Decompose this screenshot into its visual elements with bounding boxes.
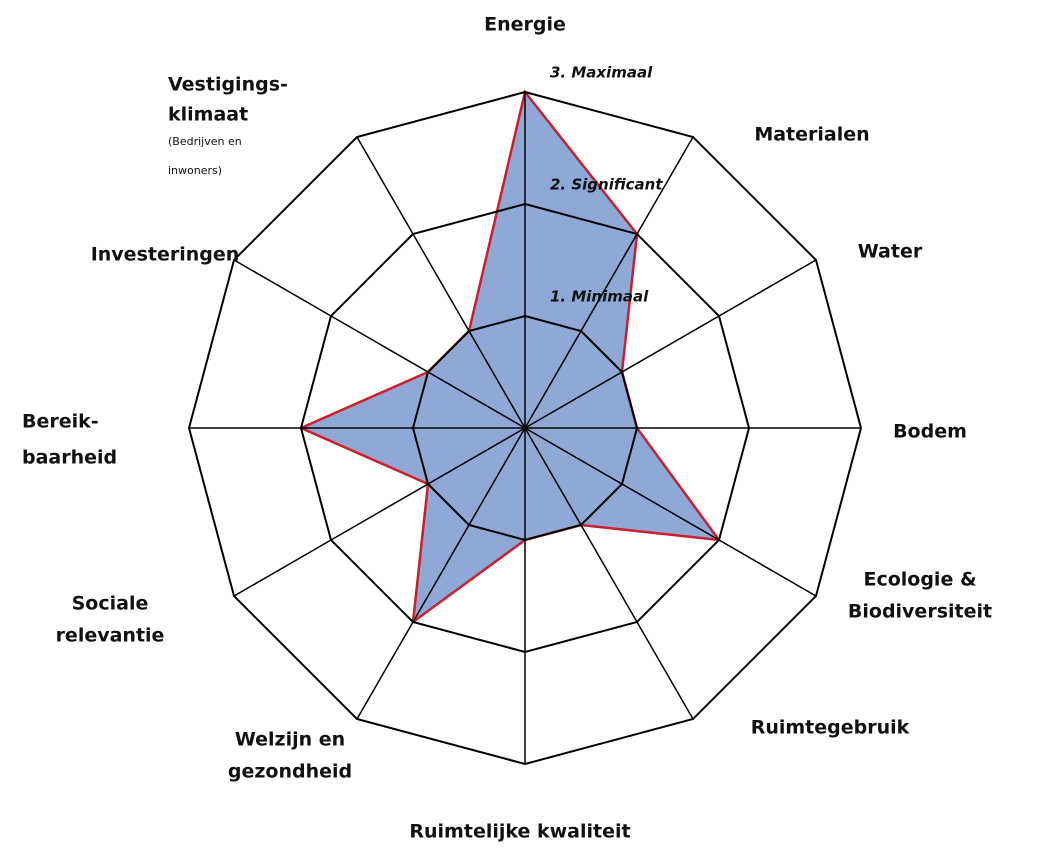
spoke: [524, 136, 694, 429]
category-label: Bodem: [893, 421, 967, 443]
spoke: [524, 427, 817, 597]
category-label: Sociale: [72, 593, 149, 615]
r-tick-label: 1. Minimaal: [550, 288, 649, 306]
radar-area: [297, 89, 722, 625]
spoke: [524, 259, 817, 429]
category-label: klimaat: [168, 104, 248, 126]
category-label: Investeringen: [91, 244, 240, 266]
category-label: Bereik-: [22, 411, 99, 433]
category-label: Water: [858, 241, 923, 263]
category-label: Ecologie &: [863, 569, 976, 591]
category-label: Ruimtegebruik: [751, 717, 910, 739]
category-label: Ruimtelijke kwaliteit: [409, 821, 630, 843]
category-label: Biodiversiteit: [848, 601, 992, 623]
spoke: [233, 427, 526, 597]
category-label: baarheid: [22, 447, 117, 469]
annotation: inwoners): [168, 164, 222, 177]
category-label: Vestigings-: [168, 74, 288, 96]
spoke: [233, 259, 526, 429]
category-label: gezondheid: [228, 761, 352, 783]
category-label: Energie: [484, 14, 566, 36]
category-label: Materialen: [754, 124, 869, 146]
spoke: [356, 427, 526, 720]
annotation: (Bedrijven en: [168, 135, 242, 148]
r-tick-label: 3. Maximaal: [550, 64, 653, 82]
category-label: relevantie: [56, 625, 165, 647]
spoke: [524, 427, 694, 720]
category-label: Welzijn en: [235, 729, 345, 751]
r-tick-label: 2. Significant: [550, 176, 663, 194]
spoke: [356, 136, 526, 429]
